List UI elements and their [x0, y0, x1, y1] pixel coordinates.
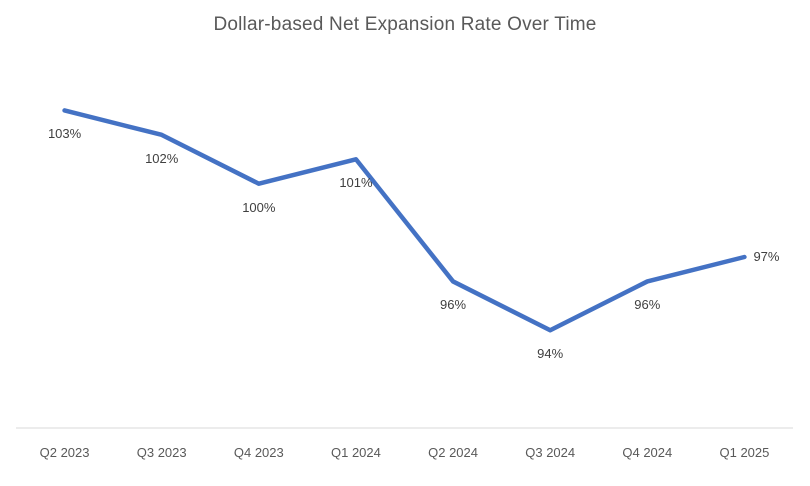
x-axis-tick-label: Q4 2023	[233, 445, 284, 460]
chart-title: Dollar-based Net Expansion Rate Over Tim…	[213, 14, 597, 35]
x-axis-tick-label: Q3 2024	[525, 445, 576, 460]
data-label: 94%	[537, 346, 564, 362]
data-label: 96%	[440, 297, 467, 313]
x-axis-tick-label: Q2 2023	[39, 445, 90, 460]
data-label: 101%	[339, 175, 373, 191]
data-label: 103%	[47, 126, 82, 142]
line-series	[62, 108, 747, 333]
x-axis-tick-label: Q3 2023	[136, 445, 187, 460]
data-label: 97%	[753, 249, 780, 264]
x-axis-tick-label: Q1 2025	[719, 445, 770, 460]
x-axis-tick-label: Q2 2024	[428, 445, 478, 460]
x-axis-tick-label: Q1 2024	[331, 445, 381, 460]
data-label: 96%	[634, 297, 661, 313]
data-label: 100%	[242, 199, 276, 215]
data-label: 102%	[145, 150, 179, 166]
x-axis-tick-label: Q4 2024	[622, 445, 673, 460]
